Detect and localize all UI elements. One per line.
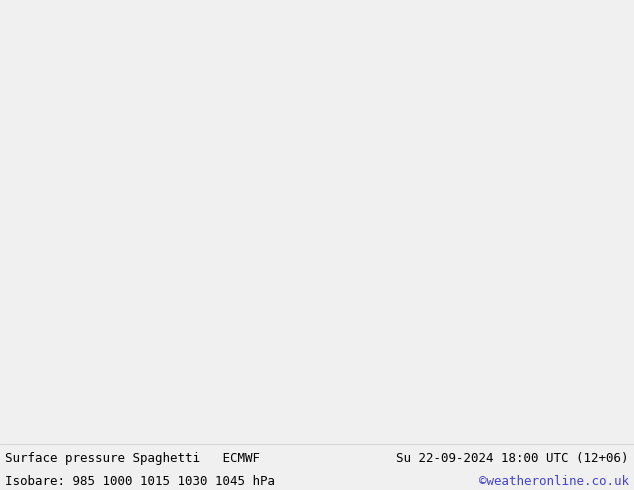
Text: Isobare: 985 1000 1015 1030 1045 hPa: Isobare: 985 1000 1015 1030 1045 hPa	[5, 475, 275, 488]
Text: Su 22-09-2024 18:00 UTC (12+06): Su 22-09-2024 18:00 UTC (12+06)	[396, 452, 629, 465]
Text: Surface pressure Spaghetti   ECMWF: Surface pressure Spaghetti ECMWF	[5, 452, 260, 465]
Text: ©weatheronline.co.uk: ©weatheronline.co.uk	[479, 475, 629, 488]
